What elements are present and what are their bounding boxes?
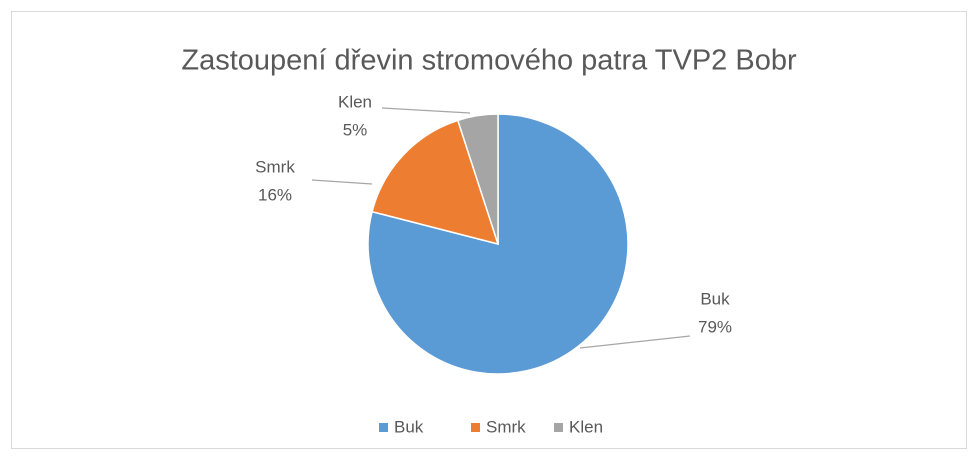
legend-label: Klen xyxy=(569,417,603,436)
data-label-name: Buk xyxy=(700,289,730,308)
chart-title: Zastoupení dřevin stromového patra TVP2 … xyxy=(181,45,797,77)
legend-marker xyxy=(554,423,563,432)
leader-line xyxy=(311,179,373,185)
data-label: 79% xyxy=(698,317,732,336)
leader-line xyxy=(381,107,471,114)
legend-label: Buk xyxy=(394,417,424,436)
legend-marker xyxy=(471,423,480,432)
data-label-name: Klen xyxy=(338,92,372,111)
data-label: 16% xyxy=(258,185,292,204)
pie-slice xyxy=(456,113,499,245)
legend-label: Smrk xyxy=(486,417,526,436)
data-label-name: Smrk xyxy=(255,157,295,176)
legend-marker xyxy=(379,423,388,432)
data-label: 5% xyxy=(343,120,368,139)
pie-slice xyxy=(371,119,500,246)
leader-line xyxy=(579,335,691,349)
